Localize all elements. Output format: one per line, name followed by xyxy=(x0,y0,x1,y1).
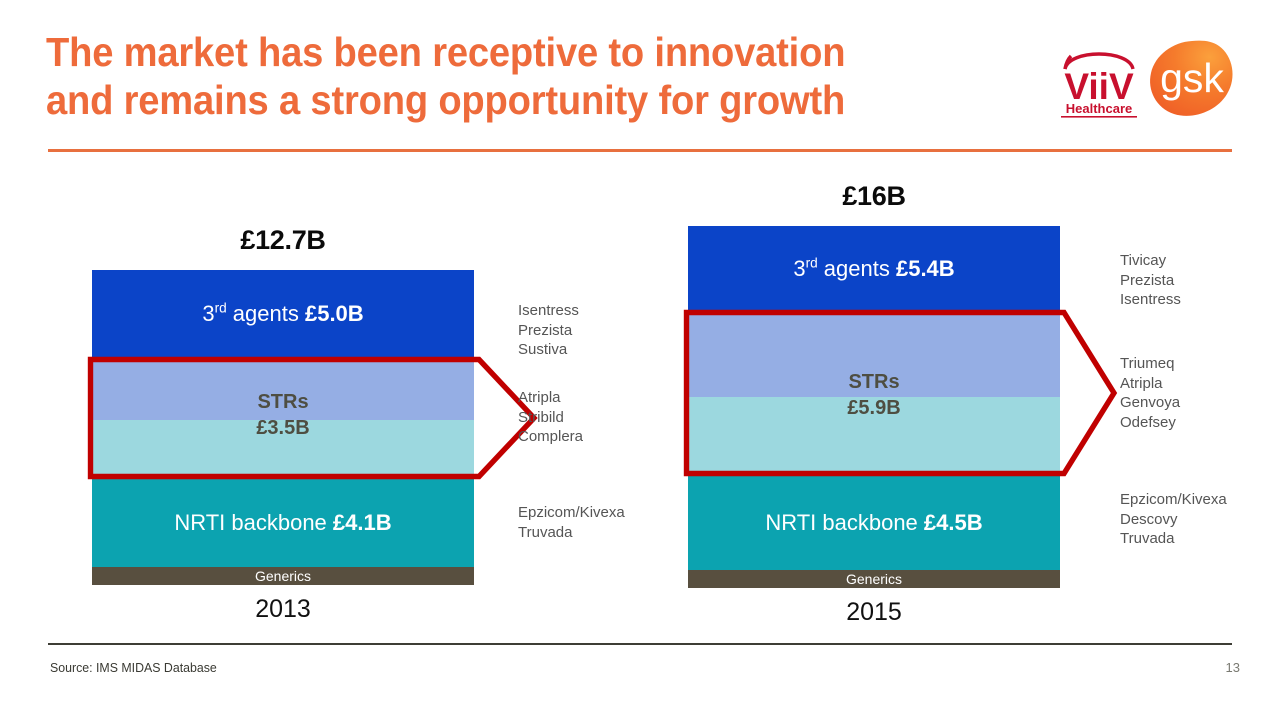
annotations-2013-strs: Atripla Stribild Complera xyxy=(518,388,583,447)
third-agents-mid: agents xyxy=(817,255,896,281)
nrti-value-2015: £4.5B xyxy=(923,509,983,535)
chart-2015-total: £16B xyxy=(842,181,906,211)
annotations-2013-third-agents: Isentress Prezista Sustiva xyxy=(518,301,579,360)
str-value-2015: £5.9B xyxy=(847,397,901,419)
annot-item: Epzicom/Kivexa xyxy=(1120,491,1227,508)
third-agents-superscript: rd xyxy=(805,255,818,271)
annot-item: Isentress xyxy=(518,302,579,319)
str-value-2013: £3.5B xyxy=(256,417,310,439)
title-divider xyxy=(48,149,1232,152)
annot-item: Truvada xyxy=(1120,530,1175,547)
annot-item: Tivicay xyxy=(1120,252,1167,269)
segment-generics-label-2013: Generics xyxy=(254,568,312,584)
annot-item: Sustiva xyxy=(518,341,568,358)
chart-2015-bar: 3rd agents £5.4B STRs £5.9B NRTI backbon… xyxy=(688,226,1060,588)
str-name-2015: STRs xyxy=(848,371,900,393)
third-agents-prefix: 3 xyxy=(793,255,806,281)
annot-item: Atripla xyxy=(1120,374,1163,392)
third-agents-superscript: rd xyxy=(214,300,227,316)
annot-item: Descovy xyxy=(1120,510,1178,528)
annot-item: Stribild xyxy=(518,408,564,426)
annot-item: Prezista xyxy=(1120,271,1175,289)
viiv-logo-icon: ViiV Healthcare xyxy=(1061,52,1137,118)
annotations-2015-strs: Triumeq Atripla Genvoya Odefsey xyxy=(1120,354,1180,432)
third-agents-prefix: 3 xyxy=(202,301,215,326)
segment-nrti-label-2013: NRTI backbone £4.1B xyxy=(174,510,391,536)
nrti-label-text-2015: NRTI backbone xyxy=(765,509,924,535)
annot-item: Prezista xyxy=(518,321,573,339)
segment-third-agents-2015: 3rd agents £5.4B xyxy=(688,226,1060,311)
segment-third-agents-label-2015: 3rd agents £5.4B xyxy=(793,256,954,282)
chart-2013-year-label: 2013 xyxy=(255,595,311,623)
str-name-2013: STRs xyxy=(257,391,309,413)
viiv-healthcare-logo: ViiV Healthcare xyxy=(1053,43,1145,119)
third-agents-value-2013: £5.0B xyxy=(304,301,364,326)
annotations-2013-nrti: Epzicom/Kivexa Truvada xyxy=(518,503,625,542)
footer-divider xyxy=(48,643,1232,645)
svg-text:ViiV: ViiV xyxy=(1064,66,1134,107)
annot-item: Genvoya xyxy=(1120,394,1181,411)
annot-item: Odefsey xyxy=(1120,413,1176,431)
segment-str-label-2013: STRs £3.5B xyxy=(92,389,474,441)
chart-2015-year-label: 2015 xyxy=(846,598,902,626)
nrti-value-2013: £4.1B xyxy=(332,509,392,535)
gsk-logo: gsk xyxy=(1145,34,1241,126)
segment-third-agents-2013: 3rd agents £5.0B xyxy=(92,270,474,358)
segment-generics-label-2015: Generics xyxy=(845,571,903,587)
chart-2013-bar: 3rd agents £5.0B STRs £3.5B NRTI backbon… xyxy=(92,270,474,585)
third-agents-value-2015: £5.4B xyxy=(895,255,955,281)
segment-str-label-2015: STRs £5.9B xyxy=(688,369,1060,421)
chart-2015: £16B 3rd agents £5.4B STRs £5.9B NRTI ba… xyxy=(688,181,1060,626)
page-title: The market has been receptive to innovat… xyxy=(46,28,883,124)
svg-text:gsk: gsk xyxy=(1160,55,1224,101)
page-number: 13 xyxy=(1225,660,1240,675)
annot-item: Epzicom/Kivexa xyxy=(518,504,625,521)
segment-nrti-label-2015: NRTI backbone £4.5B xyxy=(765,510,982,536)
source-note: Source: IMS MIDAS Database xyxy=(50,660,217,675)
segment-nrti-2013: NRTI backbone £4.1B xyxy=(92,478,474,567)
chart-2013-total: £12.7B xyxy=(240,225,326,255)
annot-item: Atripla xyxy=(518,389,561,406)
title-line-1: The market has been receptive to innovat… xyxy=(46,29,846,75)
svg-text:Healthcare: Healthcare xyxy=(1066,101,1132,116)
annotations-2015-nrti: Epzicom/Kivexa Descovy Truvada xyxy=(1120,490,1227,549)
nrti-label-text-2013: NRTI backbone xyxy=(174,509,333,535)
annot-item: Isentress xyxy=(1120,291,1181,308)
annot-item: Complera xyxy=(518,428,584,445)
annot-item: Truvada xyxy=(518,523,573,541)
chart-2013: £12.7B 3rd agents £5.0B STRs £3.5B NRTI … xyxy=(92,225,474,625)
segment-generics-2013: Generics xyxy=(92,567,474,585)
gsk-logo-icon: gsk xyxy=(1150,40,1233,116)
annot-item: Triumeq xyxy=(1120,355,1175,372)
title-line-2: and remains a strong opportunity for gro… xyxy=(46,77,846,123)
segment-nrti-2015: NRTI backbone £4.5B xyxy=(688,475,1060,570)
segment-third-agents-label-2013: 3rd agents £5.0B xyxy=(202,301,363,327)
annotations-2015-third-agents: Tivicay Prezista Isentress xyxy=(1120,251,1181,310)
segment-generics-2015: Generics xyxy=(688,570,1060,588)
third-agents-mid: agents xyxy=(226,301,305,326)
